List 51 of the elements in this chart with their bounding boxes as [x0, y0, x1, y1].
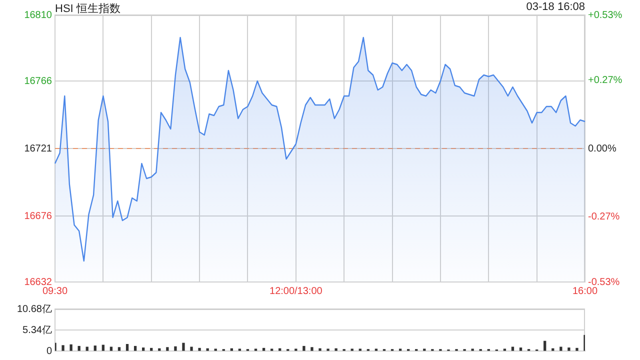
bar — [302, 346, 306, 351]
bar — [198, 348, 201, 351]
x-tick-label: 09:30 — [42, 286, 68, 297]
y-tick-label: 16766 — [24, 76, 52, 87]
bar — [118, 347, 121, 351]
bar — [94, 346, 96, 351]
bar — [230, 348, 233, 351]
y2-tick-label: 0.00% — [588, 143, 616, 154]
chart-title: HSI 恒生指数 — [55, 2, 120, 16]
bar — [544, 340, 546, 351]
bar — [166, 347, 169, 351]
y-tick-label: 16721 — [24, 143, 52, 154]
bar — [174, 346, 177, 351]
bar — [150, 348, 153, 351]
x-tick-label: 12:00/13:00 — [269, 286, 323, 297]
y-tick-label: 5.34亿 — [22, 324, 52, 336]
bar — [278, 348, 282, 351]
y-tick-label: 16810 — [24, 10, 52, 21]
bar — [318, 348, 322, 351]
bar — [552, 348, 554, 351]
bar — [568, 348, 570, 351]
bar — [334, 348, 338, 351]
bar — [182, 342, 185, 351]
y-tick-label: 0 — [46, 346, 52, 357]
bar — [134, 346, 137, 351]
bar — [70, 344, 72, 351]
bar — [190, 346, 193, 351]
bar — [519, 348, 522, 351]
x-tick-label: 16:00 — [572, 286, 598, 297]
bar — [62, 345, 64, 351]
bar — [86, 346, 88, 351]
bar — [110, 346, 113, 351]
bar — [158, 348, 161, 351]
y2-tick-label: -0.27% — [588, 211, 620, 222]
bar — [310, 347, 314, 351]
bar — [78, 346, 80, 351]
y-tick-label: 10.68亿 — [16, 304, 52, 315]
y2-tick-label: -0.53% — [588, 276, 620, 288]
text: 03-18 16:08 — [526, 1, 585, 13]
y2-tick-label: +0.53% — [588, 10, 622, 21]
bar — [126, 344, 129, 351]
y2-tick-label: +0.27% — [588, 75, 622, 86]
bar — [576, 348, 578, 351]
bar — [102, 344, 105, 351]
bar — [262, 348, 266, 351]
bar — [206, 348, 209, 351]
bar — [511, 346, 514, 351]
bar — [560, 346, 562, 351]
bar — [142, 348, 145, 351]
y-tick-label: 16676 — [24, 210, 52, 222]
y-tick-label: 16632 — [24, 276, 52, 288]
